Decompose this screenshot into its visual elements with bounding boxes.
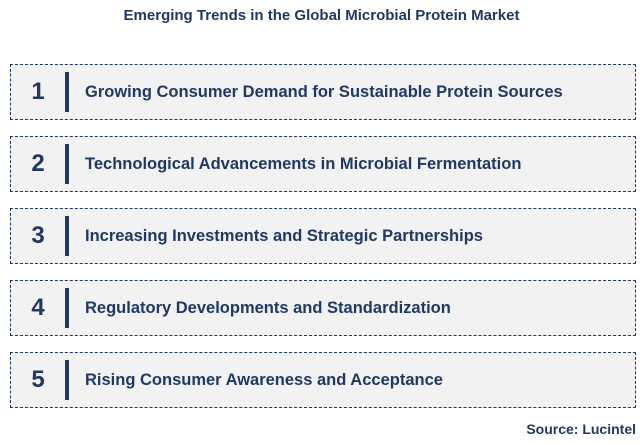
trend-row-5: 5 Rising Consumer Awareness and Acceptan… xyxy=(10,352,636,408)
divider-bar xyxy=(65,144,69,184)
trend-label: Technological Advancements in Microbial … xyxy=(85,154,522,173)
divider-bar xyxy=(65,288,69,328)
trend-number: 2 xyxy=(31,150,45,177)
divider-bar xyxy=(65,72,69,112)
divider-bar xyxy=(65,360,69,400)
trend-number: 1 xyxy=(31,78,45,105)
source-credit: Source: Lucintel xyxy=(526,421,636,437)
trend-number: 3 xyxy=(31,222,45,249)
trend-label: Regulatory Developments and Standardizat… xyxy=(85,298,451,317)
trend-row-3: 3 Increasing Investments and Strategic P… xyxy=(10,208,636,264)
page-title: Emerging Trends in the Global Microbial … xyxy=(123,7,520,24)
trend-number: 4 xyxy=(31,294,45,321)
trend-number: 5 xyxy=(31,366,45,393)
trend-list: 1 Growing Consumer Demand for Sustainabl… xyxy=(10,64,636,424)
trend-label: Increasing Investments and Strategic Par… xyxy=(85,226,483,245)
trend-row-4: 4 Regulatory Developments and Standardiz… xyxy=(10,280,636,336)
trend-label: Rising Consumer Awareness and Acceptance xyxy=(85,370,443,389)
divider-bar xyxy=(65,216,69,256)
trend-label: Growing Consumer Demand for Sustainable … xyxy=(85,82,563,101)
trend-row-1: 1 Growing Consumer Demand for Sustainabl… xyxy=(10,64,636,120)
trend-row-2: 2 Technological Advancements in Microbia… xyxy=(10,136,636,192)
